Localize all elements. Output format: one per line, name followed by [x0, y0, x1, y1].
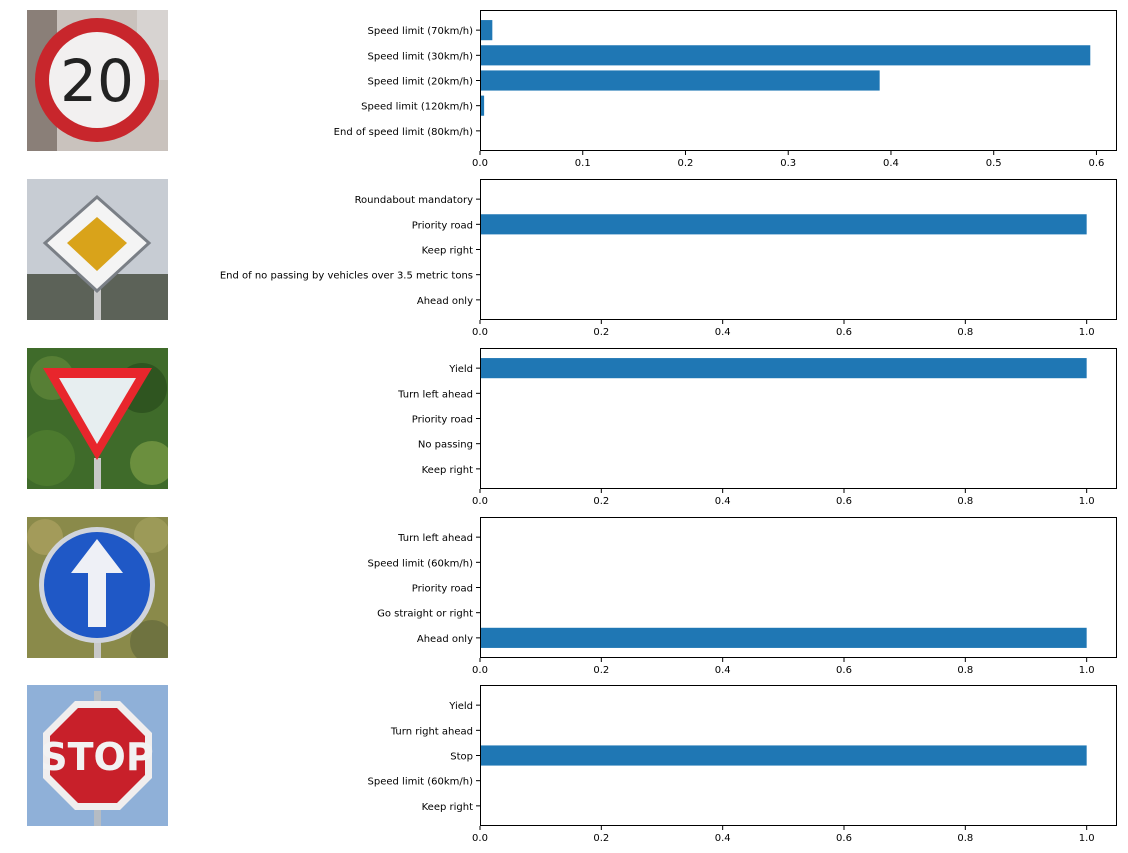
bar-3	[480, 745, 1087, 766]
x-tick-label: 0.4	[715, 327, 731, 338]
x-tick-label: 1.0	[1079, 327, 1095, 338]
plot-frame	[480, 10, 1117, 151]
y-tick-label: Priority road	[412, 584, 473, 595]
y-tick-label: Keep right	[422, 465, 473, 476]
x-tick-label: 0.6	[836, 496, 852, 507]
y-tick-label: Keep right	[422, 246, 473, 257]
y-tick-label: Speed limit (20km/h)	[368, 77, 474, 88]
y-tick-label: No passing	[418, 440, 473, 451]
x-tick-label: 1.0	[1079, 833, 1095, 844]
stop-sign-icon: STOP	[27, 685, 168, 826]
x-tick-label: 0.0	[472, 158, 488, 169]
plot-frame	[480, 685, 1117, 826]
chart-row-2: Roundabout mandatory Priority road Keep ri…	[0, 179, 1128, 347]
chart-row-1: 20 Speed limit (70km/h) Speed limit (30km…	[0, 10, 1128, 178]
priority-road-sign-icon	[27, 179, 168, 320]
x-tick-label: 0.2	[593, 327, 609, 338]
x-tick-label: 0.1	[575, 158, 591, 169]
bar-2	[480, 214, 1087, 235]
x-tick-label: 0.3	[780, 158, 796, 169]
x-tick-label: 0.6	[836, 665, 852, 676]
y-tick-label: Turn left ahead	[397, 389, 473, 400]
y-tick-label: Keep right	[422, 802, 473, 813]
y-tick-label: Speed limit (30km/h)	[368, 51, 474, 62]
bar-1	[480, 358, 1087, 379]
x-tick-label: 0.4	[715, 665, 731, 676]
x-tick-label: 0.5	[986, 158, 1002, 169]
x-tick-label: 0.0	[472, 665, 488, 676]
plot-frame	[480, 348, 1117, 489]
bar-2	[480, 45, 1091, 66]
y-tick-label: Speed limit (60km/h)	[368, 777, 474, 788]
chart-row-4: Turn left ahead Speed limit (60km/h) Prior…	[0, 517, 1128, 685]
x-tick-label: 0.6	[836, 327, 852, 338]
x-tick-label: 0.4	[715, 833, 731, 844]
y-tick-label: Yield	[448, 701, 473, 712]
y-tick-label: Ahead only	[417, 634, 473, 645]
y-tick-label: Ahead only	[417, 296, 473, 307]
x-tick-label: 0.6	[1088, 158, 1104, 169]
x-tick-label: 0.0	[472, 496, 488, 507]
x-tick-label: 0.8	[957, 665, 973, 676]
bar-chart-1: Speed limit (70km/h) Speed limit (30km/h)…	[334, 10, 1117, 169]
y-tick-label: Go straight or right	[377, 609, 473, 620]
x-tick-label: 0.8	[957, 496, 973, 507]
bar-chart-4: Turn left ahead Speed limit (60km/h) Prior…	[368, 517, 1117, 676]
bar-chart-2: Roundabout mandatory Priority road Keep ri…	[220, 179, 1117, 338]
chart-row-5: STOP Yield Turn right ahead Stop Speed limi…	[0, 685, 1128, 853]
y-tick-label: Priority road	[412, 220, 473, 231]
bar-1	[480, 20, 493, 41]
y-tick-label: Yield	[448, 364, 473, 375]
plot-frame	[480, 517, 1117, 658]
x-tick-label: 0.4	[883, 158, 899, 169]
sign-number-label: 20	[60, 47, 134, 115]
y-tick-label: Stop	[450, 752, 473, 763]
bar-4	[480, 95, 485, 116]
y-tick-label: Speed limit (60km/h)	[368, 558, 474, 569]
x-tick-label: 0.8	[957, 833, 973, 844]
plot-frame	[480, 179, 1117, 320]
x-tick-label: 0.2	[593, 665, 609, 676]
bar-3	[480, 70, 880, 91]
y-tick-label: Speed limit (120km/h)	[361, 102, 473, 113]
yield-sign-icon	[27, 348, 168, 489]
x-tick-label: 0.0	[472, 327, 488, 338]
y-tick-label: End of no passing by vehicles over 3.5 m…	[220, 271, 473, 282]
x-tick-label: 0.2	[593, 496, 609, 507]
x-tick-label: 0.0	[472, 833, 488, 844]
chart-row-3: Yield Turn left ahead Priority road No pass…	[0, 348, 1128, 516]
x-tick-label: 1.0	[1079, 665, 1095, 676]
x-tick-label: 0.8	[957, 327, 973, 338]
bar-chart-5: Yield Turn right ahead Stop Speed limit (60…	[368, 685, 1117, 844]
stop-sign-label: STOP	[40, 735, 153, 779]
x-tick-label: 0.2	[593, 833, 609, 844]
y-tick-label: Priority road	[412, 415, 473, 426]
y-tick-label: Turn right ahead	[390, 726, 473, 737]
x-tick-label: 0.4	[715, 496, 731, 507]
x-tick-label: 1.0	[1079, 496, 1095, 507]
x-tick-label: 0.2	[678, 158, 694, 169]
y-tick-label: End of speed limit (80km/h)	[334, 127, 473, 138]
y-tick-label: Turn left ahead	[397, 533, 473, 544]
y-tick-label: Speed limit (70km/h)	[368, 26, 474, 37]
y-tick-label: Roundabout mandatory	[355, 195, 474, 206]
bar-5	[480, 627, 1087, 648]
ahead-only-sign-icon	[27, 517, 168, 658]
x-tick-label: 0.6	[836, 833, 852, 844]
bar-chart-3: Yield Turn left ahead Priority road No pass…	[397, 348, 1117, 507]
speed-limit-20-sign-icon: 20	[27, 10, 168, 151]
